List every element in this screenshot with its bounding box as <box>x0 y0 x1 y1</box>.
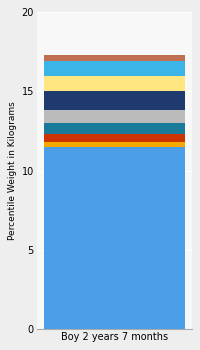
Bar <box>44 111 185 123</box>
Bar <box>44 91 185 111</box>
Bar <box>44 134 185 142</box>
Y-axis label: Percentile Weight in Kilograms: Percentile Weight in Kilograms <box>8 101 17 240</box>
Bar <box>44 76 185 91</box>
Bar <box>44 142 185 147</box>
Bar <box>44 123 185 134</box>
Bar <box>44 55 185 61</box>
Bar <box>44 61 185 76</box>
Bar <box>44 147 185 329</box>
